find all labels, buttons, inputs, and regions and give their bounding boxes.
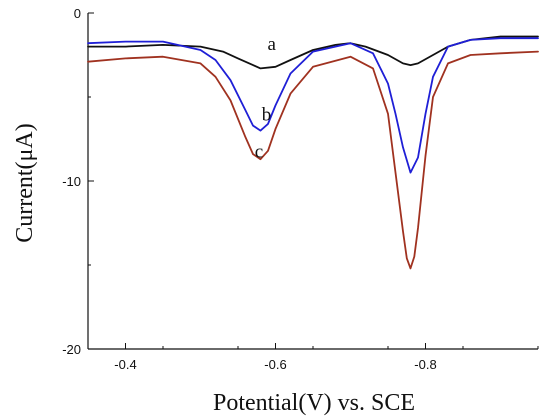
x-tick-label: -0.8: [414, 357, 436, 372]
x-tick-label: -0.6: [264, 357, 286, 372]
curve-labels: a bc: [255, 34, 277, 163]
series-line-c: [87, 50, 539, 270]
x-axis-title: Potential(V) vs. SCE: [213, 390, 415, 416]
curve-label-b: b: [262, 105, 272, 126]
curve-label-a: a: [268, 34, 277, 55]
y-tick-label: -10: [62, 174, 81, 189]
y-axis-ticks: 0 -10 -20: [62, 6, 94, 357]
x-tick-label: -0.4: [114, 357, 136, 372]
curve-label-c: c: [255, 141, 263, 162]
x-axis-ticks: -0.4 -0.6 -0.8: [87, 343, 539, 372]
series-layer: [87, 35, 539, 270]
y-tick-label: 0: [74, 6, 81, 21]
y-tick-label: -20: [62, 342, 81, 357]
series-line-a: [87, 35, 539, 70]
y-axis-title: Current(μA): [12, 123, 38, 243]
plot-frame: [87, 13, 538, 350]
series-line-b: [87, 37, 539, 174]
